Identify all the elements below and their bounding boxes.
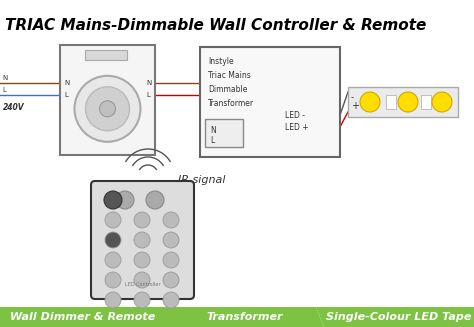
Text: Transformer: Transformer (208, 99, 254, 108)
Text: LED -: LED - (285, 111, 305, 119)
Bar (85, 50, 127, 60)
Polygon shape (158, 307, 324, 327)
Text: 240V: 240V (3, 103, 25, 112)
Circle shape (163, 252, 179, 268)
Text: N: N (146, 80, 151, 86)
Circle shape (163, 232, 179, 248)
Text: L: L (64, 92, 68, 98)
Circle shape (146, 191, 164, 209)
Circle shape (163, 292, 179, 308)
Circle shape (398, 92, 418, 112)
Text: Single-Colour LED Tape: Single-Colour LED Tape (326, 312, 472, 322)
Circle shape (116, 191, 134, 209)
Bar (421, 95, 431, 109)
Circle shape (105, 232, 121, 248)
Polygon shape (0, 307, 166, 327)
Circle shape (134, 252, 150, 268)
Text: TRIAC Mains-Dimmable Wall Controller & Remote: TRIAC Mains-Dimmable Wall Controller & R… (5, 18, 427, 33)
Text: LED +: LED + (285, 123, 309, 131)
Text: Transformer: Transformer (207, 312, 283, 322)
Circle shape (163, 212, 179, 228)
Text: Dimmable: Dimmable (208, 85, 247, 94)
Text: Instyle: Instyle (208, 57, 234, 66)
Circle shape (432, 92, 452, 112)
Circle shape (85, 87, 129, 131)
Bar (348, 87, 458, 117)
Circle shape (134, 212, 150, 228)
Circle shape (134, 232, 150, 248)
Text: Triac Mains: Triac Mains (208, 71, 251, 80)
Bar (386, 95, 396, 109)
Text: LED Controller: LED Controller (125, 283, 160, 287)
FancyBboxPatch shape (91, 181, 194, 299)
Text: L: L (2, 87, 6, 93)
Polygon shape (316, 307, 474, 327)
Circle shape (100, 101, 116, 117)
Text: -: - (351, 93, 354, 102)
Text: L: L (146, 92, 150, 98)
Circle shape (104, 191, 122, 209)
Circle shape (134, 272, 150, 288)
Text: N: N (2, 75, 7, 81)
Circle shape (163, 272, 179, 288)
Bar (60, 45, 155, 155)
Circle shape (74, 76, 140, 142)
Circle shape (105, 292, 121, 308)
Text: IR signal: IR signal (178, 175, 226, 185)
Text: L: L (210, 136, 214, 145)
Circle shape (105, 252, 121, 268)
Circle shape (105, 212, 121, 228)
Bar (200, 47, 340, 157)
Circle shape (360, 92, 380, 112)
Text: N: N (210, 126, 216, 135)
Text: N: N (64, 80, 69, 86)
Bar (205, 119, 243, 147)
Text: Wall Dimmer & Remote: Wall Dimmer & Remote (10, 312, 155, 322)
Circle shape (105, 272, 121, 288)
Circle shape (134, 292, 150, 308)
Text: +: + (351, 101, 359, 111)
